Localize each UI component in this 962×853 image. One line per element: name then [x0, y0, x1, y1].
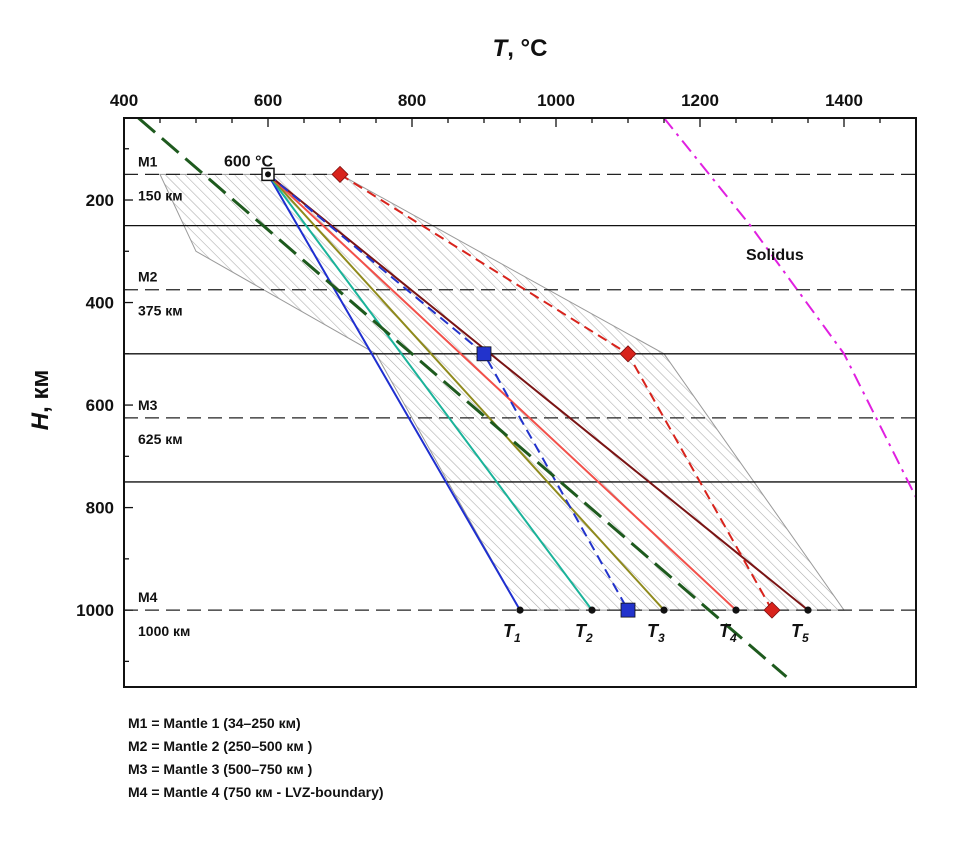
diamond-marker [763, 601, 781, 619]
series-line-t2 [267, 173, 593, 611]
endpoint-dot [732, 606, 740, 614]
x-tick-label: 1200 [681, 91, 719, 110]
series-label-t2: T2 [575, 621, 593, 645]
legend-note: M3 = Mantle 3 (500–750 км ) [128, 761, 313, 777]
series-line-t5 [267, 173, 809, 611]
mantle-id-label: M2 [138, 269, 158, 285]
mantle-id-label: M4 [138, 589, 158, 605]
series-line-t1 [267, 173, 521, 611]
mantle-legend: M1 = Mantle 1 (34–250 км) M2 = Mantle 2 … [128, 712, 384, 804]
boundary-lines-layer [124, 173, 916, 611]
ticks-layer: 400 600 800 1000 1200 1400 200 400 600 800 1000 [76, 91, 917, 663]
origin-dot [265, 171, 271, 178]
square-marker [620, 602, 636, 618]
diamond-marker [331, 165, 349, 183]
y-tick-label: 1000 [76, 601, 114, 620]
legend-note: M4 = Mantle 4 (750 км - LVZ-boundary) [128, 784, 384, 800]
mantle-depth-label: 1000 км [138, 623, 190, 639]
diamond-marker [619, 345, 637, 363]
series-line-t4 [267, 173, 737, 611]
temperature-depth-chart: T, °C H, км M1 150 км M2 375 км M3 625 км M4 10… [27, 35, 917, 688]
mantle-id-label: M1 [138, 153, 158, 169]
markers-layer [261, 165, 812, 619]
series-line-unnamed-7 [137, 118, 788, 678]
mantle-id-label: M3 [138, 397, 158, 413]
series-label-t5: T5 [791, 621, 809, 645]
axis-titles: T, °C H, км [27, 35, 547, 430]
y-tick-label: 600 [86, 396, 114, 415]
y-tick-label: 200 [86, 191, 114, 210]
series-label-t3: T3 [647, 621, 665, 645]
x-tick-label: 1400 [825, 91, 863, 110]
labels-layer: M1 150 км M2 375 км M3 625 км M4 1000 км T1 T2 T3 T… [138, 153, 809, 645]
x-axis-title: T, °C [493, 35, 548, 62]
endpoint-dot [804, 606, 812, 614]
legend-note: M2 = Mantle 2 (250–500 км ) [128, 738, 313, 754]
endpoint-dot [516, 606, 524, 614]
x-tick-label: 600 [254, 91, 282, 110]
y-tick-label: 800 [86, 499, 114, 518]
mantle-depth-label: 150 км [138, 187, 183, 203]
series-line-t3 [267, 173, 665, 611]
y-axis-title: H, км [27, 370, 54, 430]
series-line-solidus [663, 118, 916, 498]
endpoint-dot [588, 606, 596, 614]
endpoint-dot [660, 606, 668, 614]
square-marker [476, 346, 492, 362]
annotation-600c: 600 °C [224, 153, 274, 170]
annotation-solidus: Solidus [746, 247, 804, 264]
y-tick-label: 400 [86, 294, 114, 313]
series-label-t1: T1 [503, 621, 521, 645]
legend-note: M1 = Mantle 1 (34–250 км) [128, 715, 301, 731]
mantle-depth-label: 375 км [138, 303, 183, 319]
x-tick-label: 800 [398, 91, 426, 110]
series-label-t4: T4 [719, 621, 737, 645]
x-tick-label: 400 [110, 91, 138, 110]
mantle-depth-label: 625 км [138, 431, 183, 447]
x-tick-label: 1000 [537, 91, 575, 110]
